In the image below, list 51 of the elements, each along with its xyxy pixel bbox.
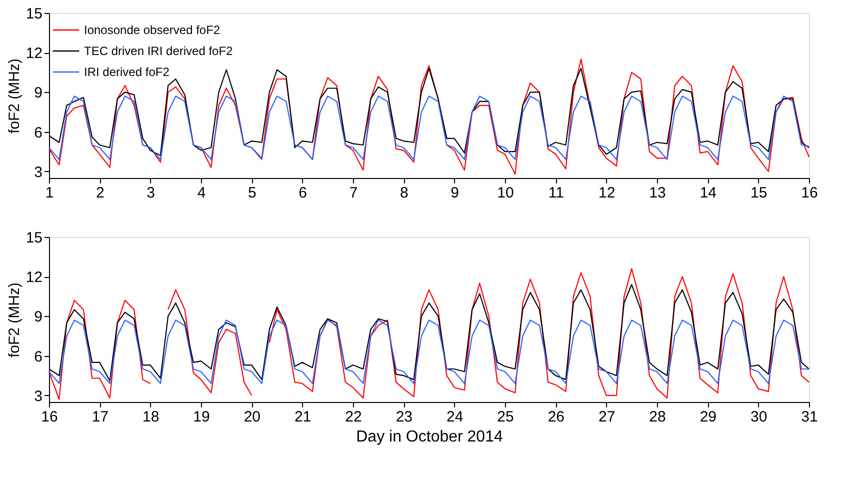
x-tick-label: 4 [197,184,206,202]
x-tick-label: 31 [801,408,818,426]
y-tick-label: 15 [26,230,42,246]
x-tick-label: 3 [146,184,156,202]
legend-label: Ionosonde observed foF2 [84,23,220,37]
y-tick-label: 12 [26,45,42,62]
x-tick-label: 12 [598,184,616,202]
y-tick-label: 9 [34,308,42,326]
x-tick-label: 29 [700,408,717,426]
x-tick-label: 14 [700,184,717,202]
x-tick-label: 9 [450,184,460,202]
x-tick-label: 26 [548,408,565,426]
legend-label: TEC driven IRI derived foF2 [84,44,234,58]
x-tick-label: 19 [193,408,210,426]
y-tick-label: 3 [34,388,42,405]
line-series [48,58,810,175]
x-tick-label: 16 [801,184,818,202]
x-tick-label: 17 [92,408,109,426]
x-tick-label: 28 [649,408,666,426]
y-tick-label: 3 [34,164,42,181]
x-tick-label: 22 [345,408,362,426]
line-series [48,96,810,160]
x-tick-label: 6 [298,184,308,202]
y-tick-label: 9 [34,84,42,102]
x-tick-label: 27 [598,408,616,426]
x-tick-label: 2 [96,184,104,202]
x-tick-label: 15 [750,184,768,202]
y-tick-label: 6 [34,348,42,366]
x-tick-label: 20 [244,408,261,426]
y-tick-label: 12 [26,269,42,286]
x-tick-label: 5 [248,184,256,202]
x-tick-label: 11 [548,184,564,202]
x-tick-label: 23 [396,408,413,426]
y-axis-title: foF2 (MHz) [6,282,23,358]
x-tick-label: 21 [294,408,312,426]
x-tick-label: 25 [497,408,514,426]
x-tick-label: 10 [497,184,514,202]
x-tick-label: 16 [41,408,58,426]
x-tick-label: 18 [142,408,160,426]
y-axis-title: foF2 (MHz) [6,58,23,134]
line-series [48,320,810,384]
x-tick-label: 8 [400,184,408,202]
x-tick-label: 1 [45,184,54,202]
x-tick-label: 30 [750,408,768,426]
y-tick-label: 15 [26,6,42,22]
y-tick-label: 6 [34,124,42,142]
x-tick-label: 13 [649,184,666,202]
x-tick-label: 24 [446,408,464,426]
x-axis-title: Day in October 2014 [356,428,503,446]
x-tick-label: 7 [349,184,358,202]
legend-label: IRI derived foF2 [84,65,170,79]
